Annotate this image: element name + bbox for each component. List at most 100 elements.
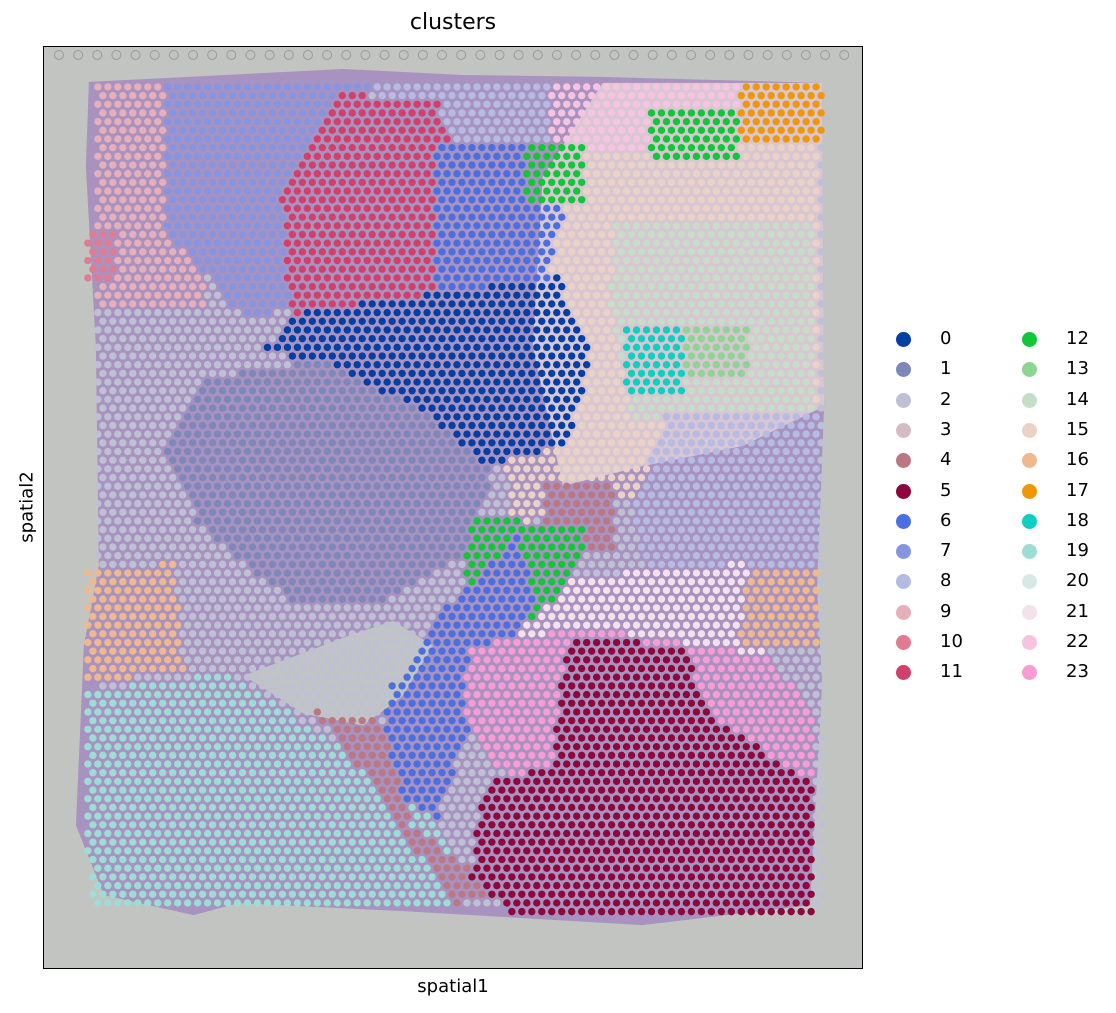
spot-cluster-11 bbox=[368, 178, 376, 187]
spot-cluster-14 bbox=[677, 230, 686, 239]
spot-cluster-15 bbox=[657, 421, 666, 430]
spot-cluster-2 bbox=[817, 196, 825, 204]
spot-cluster-6 bbox=[533, 256, 541, 265]
spot-cluster-1 bbox=[308, 473, 317, 482]
spot-cluster-7 bbox=[238, 282, 247, 291]
spot-cluster-15 bbox=[577, 456, 586, 464]
spot-cluster-8 bbox=[697, 439, 706, 447]
spot-cluster-0 bbox=[388, 352, 396, 360]
spot-cluster-6 bbox=[488, 230, 496, 239]
spot-cluster-8 bbox=[483, 83, 491, 91]
spot-cluster-1 bbox=[253, 482, 262, 490]
spot-cluster-15 bbox=[617, 213, 626, 221]
spot-cluster-7 bbox=[233, 100, 242, 108]
spot-cluster-9 bbox=[154, 100, 162, 108]
spot-cluster-11 bbox=[323, 135, 331, 143]
spot-cluster-1 bbox=[203, 447, 212, 456]
spot-cluster-23 bbox=[513, 656, 521, 664]
spot-cluster-9 bbox=[119, 213, 127, 221]
spot-cluster-0 bbox=[553, 378, 561, 386]
spot-cluster-8 bbox=[717, 439, 726, 447]
spot-cluster-1 bbox=[408, 439, 416, 447]
spot-cluster-1 bbox=[373, 447, 381, 456]
spot-cluster-8 bbox=[782, 517, 790, 525]
spot-cluster-16 bbox=[109, 612, 117, 621]
spot-cluster-8 bbox=[787, 560, 795, 569]
spot-cluster-7 bbox=[328, 91, 336, 100]
spot-cluster-15 bbox=[573, 256, 581, 265]
spot-cluster-13 bbox=[692, 361, 701, 369]
spot-cluster-14 bbox=[732, 256, 740, 265]
spot-cluster-7 bbox=[173, 187, 182, 195]
spot-cluster-14 bbox=[762, 361, 770, 369]
spot-cluster-8 bbox=[807, 473, 815, 482]
spot-cluster-11 bbox=[438, 126, 446, 135]
spot-cluster-0 bbox=[433, 378, 441, 386]
spot-cluster-15 bbox=[652, 170, 661, 178]
spot-cluster-11 bbox=[298, 196, 307, 204]
spot-cluster-1 bbox=[408, 491, 416, 499]
spot-cluster-2 bbox=[149, 439, 157, 447]
spot-cluster-16 bbox=[119, 612, 127, 621]
spot-cluster-8 bbox=[812, 413, 820, 421]
spot-cluster-1 bbox=[373, 430, 381, 438]
spot-cluster-2 bbox=[223, 569, 232, 577]
spot-cluster-14 bbox=[717, 248, 726, 256]
spot-cluster-2 bbox=[313, 656, 322, 664]
spot-cluster-1 bbox=[358, 508, 366, 516]
spot-cluster-23 bbox=[498, 647, 506, 655]
spot-cluster-15 bbox=[597, 178, 606, 187]
spot-cluster-21 bbox=[722, 638, 731, 647]
spot-cluster-13 bbox=[717, 334, 726, 343]
spot-cluster-1 bbox=[288, 595, 297, 603]
spot-cluster-9 bbox=[94, 170, 102, 178]
spot-cluster-12 bbox=[543, 552, 551, 560]
spot-cluster-7 bbox=[278, 178, 287, 187]
spot-cluster-0 bbox=[403, 326, 411, 334]
spot-cluster-1 bbox=[298, 369, 307, 378]
spot-cluster-2 bbox=[587, 560, 596, 569]
spot-cluster-12 bbox=[483, 552, 491, 560]
spot-cluster-2 bbox=[612, 552, 621, 560]
spot-cluster-5 bbox=[657, 664, 666, 673]
spot-cluster-0 bbox=[458, 334, 466, 343]
spot-cluster-21 bbox=[662, 569, 671, 577]
spot-cluster-14 bbox=[772, 239, 780, 247]
spot-cluster-6 bbox=[443, 170, 451, 178]
spot-cluster-11 bbox=[413, 187, 421, 195]
spot-cluster-6 bbox=[438, 161, 446, 169]
spot-cluster-2 bbox=[383, 656, 391, 664]
spot-cluster-11 bbox=[343, 152, 351, 161]
spot-cluster-1 bbox=[358, 387, 366, 395]
spot-cluster-14 bbox=[652, 274, 661, 282]
spot-cluster-21 bbox=[727, 595, 736, 603]
spot-cluster-15 bbox=[807, 143, 815, 152]
spot-cluster-6 bbox=[518, 143, 526, 152]
spot-cluster-12 bbox=[533, 170, 541, 178]
spot-cluster-1 bbox=[433, 534, 441, 543]
spot-cluster-6 bbox=[468, 248, 476, 256]
spot-cluster-2 bbox=[144, 499, 152, 508]
spot-cluster-14 bbox=[737, 282, 745, 291]
spot-cluster-7 bbox=[183, 135, 192, 143]
spot-cluster-8 bbox=[662, 465, 671, 473]
spot-cluster-6 bbox=[468, 161, 476, 169]
spot-cluster-16 bbox=[742, 621, 750, 629]
spot-cluster-1 bbox=[393, 569, 401, 577]
spot-cluster-6 bbox=[483, 274, 491, 282]
spot-cluster-11 bbox=[423, 222, 431, 230]
spot-cluster-1 bbox=[388, 473, 396, 482]
spot-cluster-2 bbox=[413, 586, 421, 595]
spot-cluster-15 bbox=[528, 491, 536, 499]
spot-cluster-22 bbox=[573, 100, 581, 108]
spot-cluster-9 bbox=[114, 170, 122, 178]
spot-cluster-6 bbox=[553, 222, 561, 230]
spot-cluster-17 bbox=[742, 83, 750, 91]
spot-cluster-2 bbox=[159, 387, 167, 395]
spot-cluster-7 bbox=[248, 248, 257, 256]
spot-cluster-15 bbox=[602, 361, 611, 369]
spot-cluster-8 bbox=[747, 525, 755, 534]
spot-cluster-15 bbox=[582, 222, 591, 230]
spot-cluster-11 bbox=[418, 126, 426, 135]
spot-cluster-7 bbox=[238, 196, 247, 204]
